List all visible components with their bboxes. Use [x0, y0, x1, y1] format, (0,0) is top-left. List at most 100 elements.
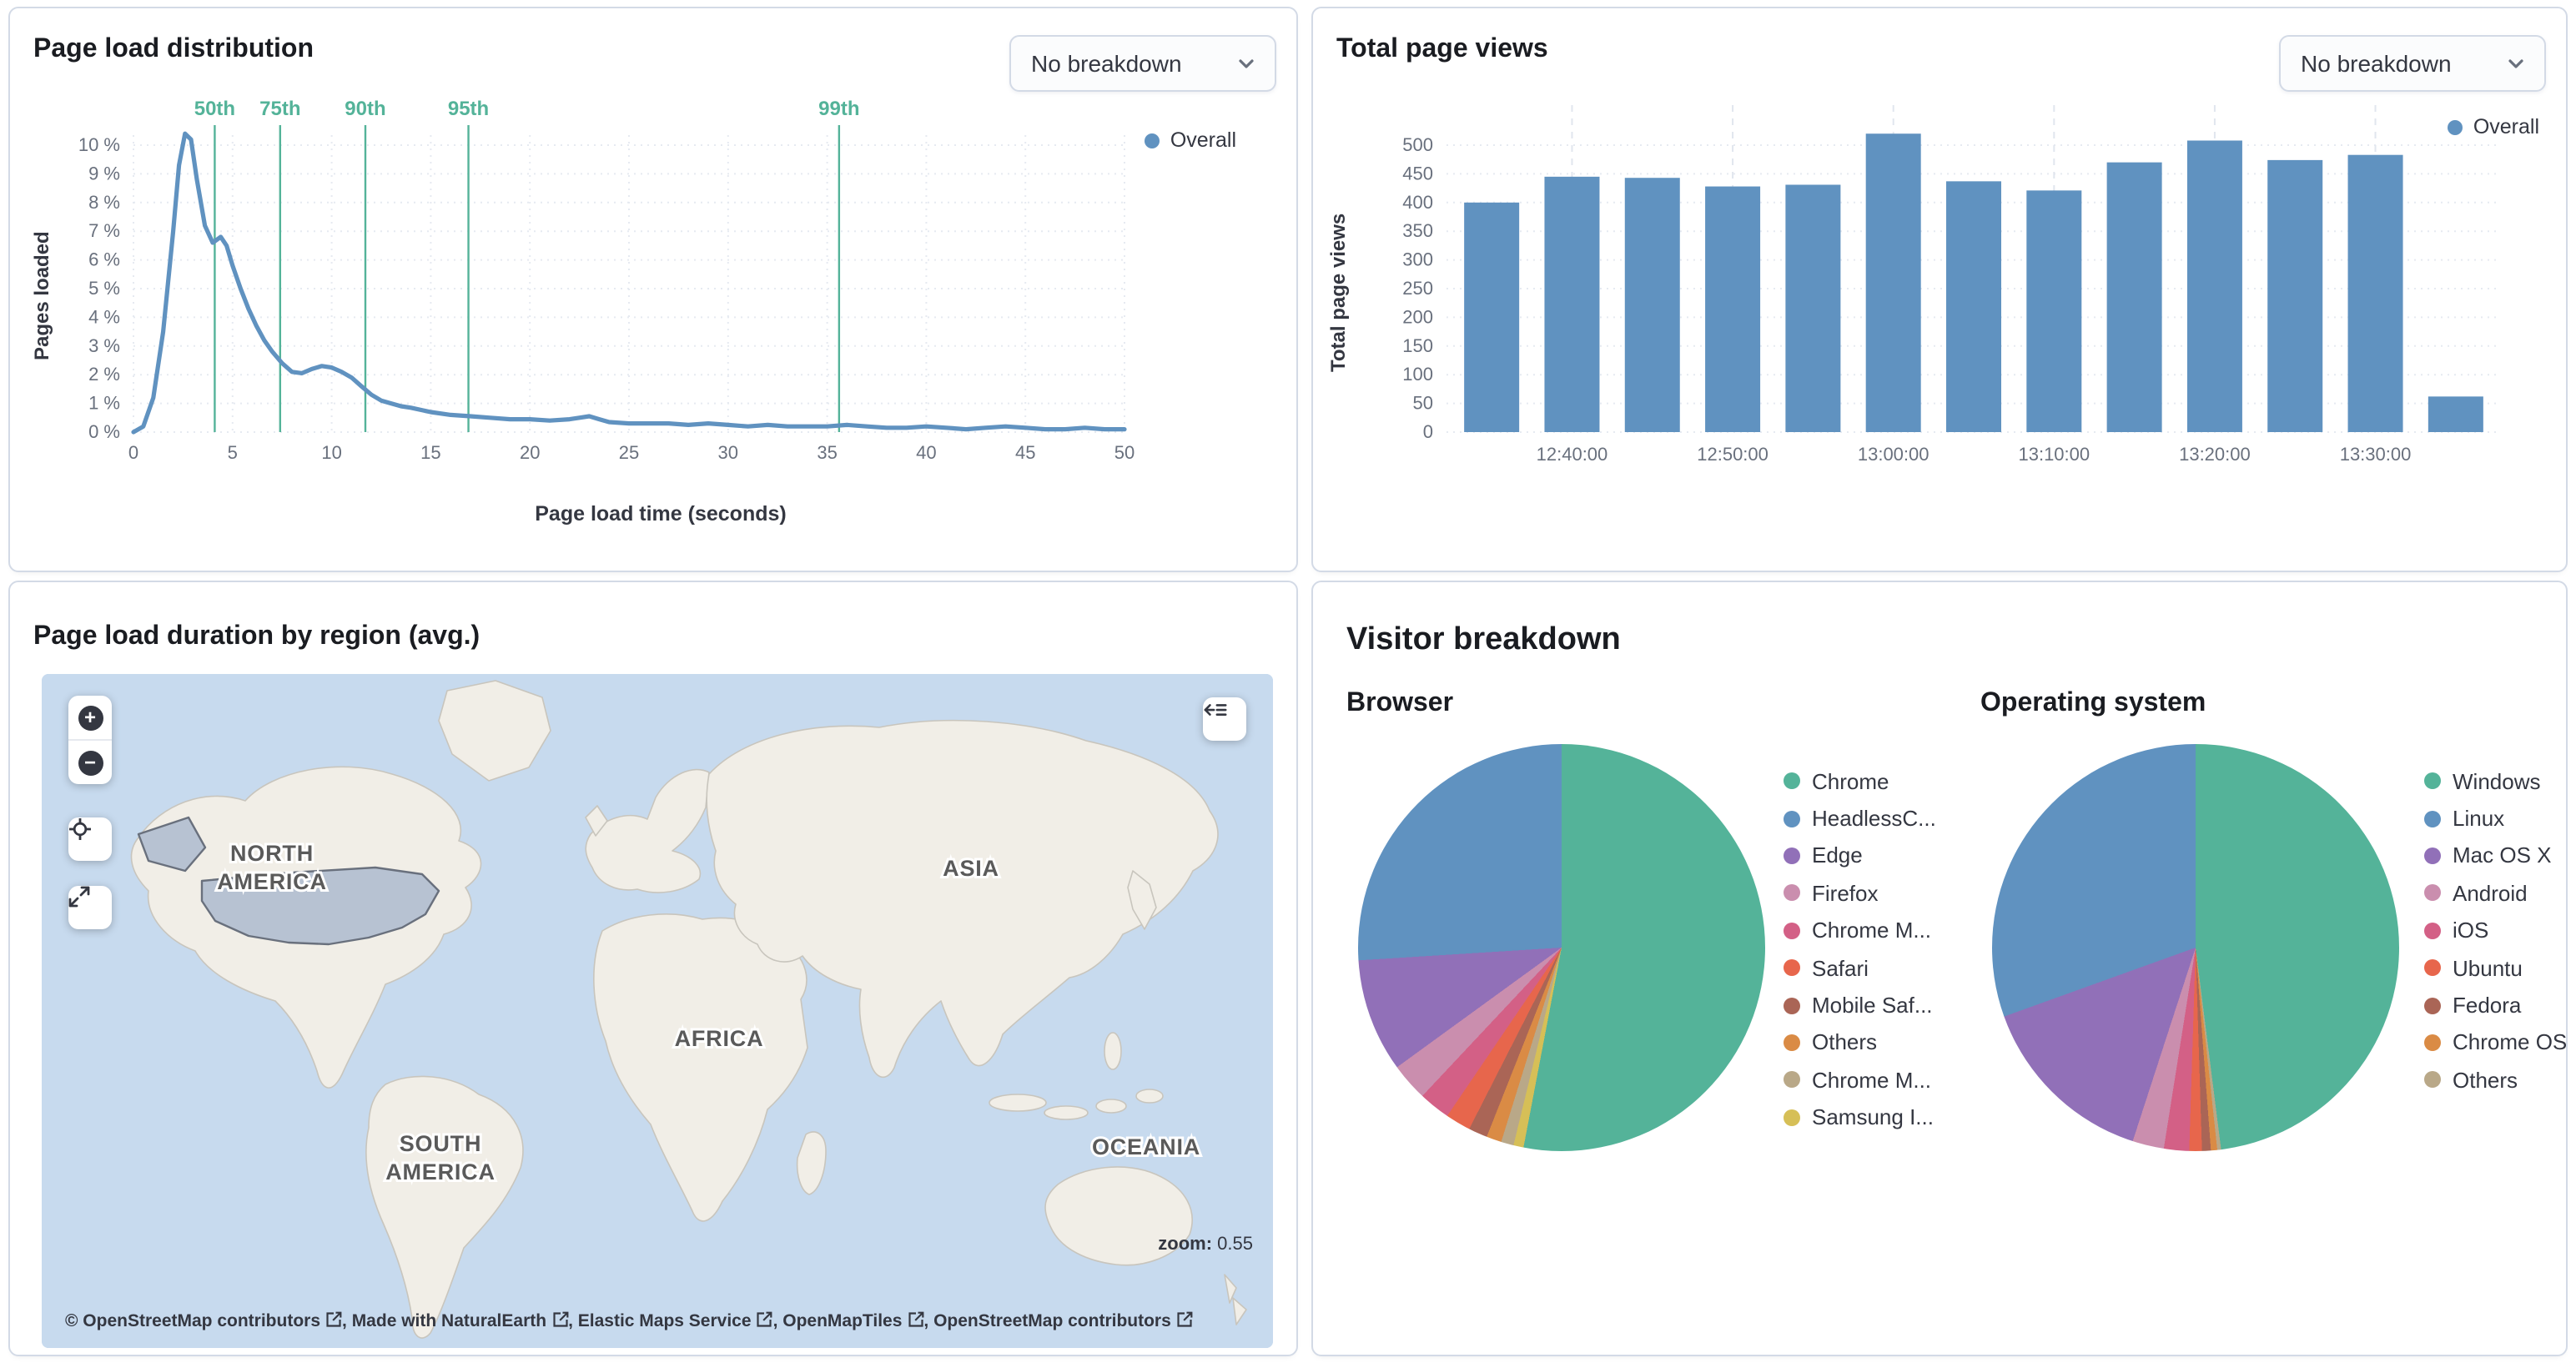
svg-text:12:50:00: 12:50:00 [1697, 444, 1768, 465]
external-link-icon [1177, 1311, 1193, 1327]
svg-text:20: 20 [520, 442, 540, 463]
united-kingdom [585, 805, 608, 837]
svg-text:99th: 99th [818, 98, 859, 120]
svg-text:2 %: 2 % [88, 364, 120, 385]
expand-map-button[interactable] [68, 886, 112, 929]
attribution-link[interactable]: Made with NaturalEarth [351, 1311, 547, 1332]
legend-label: Others [2453, 1067, 2518, 1093]
usa-contiguous [200, 866, 440, 946]
legend-swatch [1784, 997, 1800, 1014]
legend-label: Edge [1812, 842, 1863, 868]
expand-icon [68, 886, 90, 908]
svg-text:0: 0 [1423, 421, 1433, 442]
svg-text:10: 10 [321, 442, 341, 463]
legend-item[interactable]: Firefox [1784, 874, 1936, 912]
legend-swatch [1784, 1071, 1800, 1089]
y-axis-title: Pages loaded [30, 230, 53, 360]
set-view-button[interactable] [68, 817, 112, 861]
zoom-out-button[interactable]: − [68, 741, 112, 784]
legend-swatch [2448, 119, 2463, 134]
legend-item[interactable]: Others [2424, 1061, 2567, 1099]
legend-item[interactable]: Android [2424, 874, 2567, 912]
panel-total-page-views: Total page views No breakdown Overall To… [1311, 7, 2568, 572]
legend-label: Fedora [2453, 993, 2522, 1018]
chevron-down-icon [1239, 59, 1254, 68]
svg-text:25: 25 [619, 442, 639, 463]
crosshair-icon [69, 818, 91, 840]
plus-icon: + [78, 705, 103, 730]
svg-text:50: 50 [1114, 442, 1135, 463]
legend-label: Safari [1812, 955, 1869, 981]
legend-item[interactable]: Chrome M... [1784, 1061, 1936, 1099]
legend-label: iOS [2453, 918, 2489, 943]
svg-text:90th: 90th [345, 98, 385, 120]
legend-item[interactable]: Ubuntu [2424, 949, 2567, 987]
legend-label: Windows [2453, 768, 2541, 794]
y-axis-title: Total page views [1326, 212, 1350, 372]
legend-item[interactable]: Others [1784, 1024, 1936, 1061]
svg-text:OCEANIA: OCEANIA [1092, 1134, 1200, 1159]
attribution-link[interactable]: OpenStreetMap contributors [933, 1311, 1171, 1332]
legend-item[interactable]: Windows [2424, 762, 2567, 800]
legend-label: Firefox [1812, 880, 1879, 906]
svg-text:5: 5 [228, 442, 238, 463]
legend-item-overall[interactable]: Overall [2448, 115, 2539, 138]
legend-label: Chrome M... [1812, 918, 1932, 943]
page-load-distribution-chart[interactable]: 0 % 1 % 2 % 3 % 4 % 5 % 6 % 7 % 8 % 9 % 10 % 0 5 10 15… [57, 95, 1158, 495]
svg-text:150: 150 [1402, 335, 1433, 356]
europe [585, 768, 710, 893]
browser-pie-chart[interactable] [1358, 744, 1765, 1151]
chevron-down-icon [2508, 59, 2523, 68]
panel-page-load-distribution: Page load distribution No breakdown Over… [8, 7, 1298, 572]
total-page-views-chart[interactable]: 0 50 100 150 200 250 300 350 400 450 500 12:40:00 12… [1353, 92, 2521, 492]
legend-item[interactable]: Mobile Saf... [1784, 987, 1936, 1024]
svg-text:10 %: 10 % [78, 134, 120, 155]
svg-text:0: 0 [128, 442, 138, 463]
legend-item-overall[interactable]: Overall [1145, 128, 1236, 152]
external-link-icon [326, 1311, 342, 1327]
map-zoom-controls: + − [68, 696, 112, 784]
svg-text:4 %: 4 % [88, 306, 120, 327]
svg-text:6 %: 6 % [88, 249, 120, 270]
highlighted-region-united-states[interactable] [137, 816, 440, 946]
legend-swatch [1784, 922, 1800, 939]
legend-item[interactable]: Chrome [1784, 762, 1936, 800]
zoom-in-button[interactable]: + [68, 696, 112, 741]
legend-item[interactable]: Safari [1784, 949, 1936, 987]
legend-item[interactable]: HeadlessC... [1784, 800, 1936, 837]
zoom-indicator: zoom: 0.55 [1158, 1235, 1253, 1255]
map-legend-toggle-button[interactable] [1203, 697, 1246, 741]
legend-item[interactable]: iOS [2424, 912, 2567, 949]
indonesia [989, 1094, 1047, 1112]
legend-item[interactable]: Mac OS X [2424, 837, 2567, 875]
breakdown-select[interactable]: No breakdown [2279, 35, 2546, 92]
legend-item[interactable]: Chrome M... [1784, 912, 1936, 949]
svg-text:35: 35 [817, 442, 837, 463]
legend-item[interactable]: Fedora [2424, 987, 2567, 1024]
usa-alaska [137, 816, 207, 873]
legend-label: Overall [1170, 128, 1236, 152]
svg-text:40: 40 [916, 442, 936, 463]
legend-label: Overall [2473, 115, 2539, 138]
attribution-link[interactable]: OpenMapTiles [782, 1311, 903, 1332]
breakdown-select[interactable]: No breakdown [1009, 35, 1276, 92]
page-title: Visitor breakdown [1346, 622, 1621, 657]
svg-text:15: 15 [420, 442, 440, 463]
legend-item[interactable]: Linux [2424, 800, 2567, 837]
os-chart-title: Operating system [1980, 689, 2206, 717]
indonesia [1135, 1089, 1164, 1104]
map-canvas[interactable]: NORTH AMERICA ASIA AFRICA SOUTH AMERICA OCEANI… [42, 674, 1273, 1348]
legend-swatch [2424, 1071, 2441, 1089]
attribution-link[interactable]: © OpenStreetMap contributors [65, 1311, 320, 1332]
attribution-link[interactable]: Elastic Maps Service [577, 1311, 752, 1332]
legend-item[interactable]: Samsung I... [1784, 1099, 1936, 1136]
legend-item[interactable]: Chrome OS [2424, 1024, 2567, 1061]
world-map[interactable]: NORTH AMERICA ASIA AFRICA SOUTH AMERICA OCEANI… [42, 674, 1273, 1348]
madagascar [796, 1131, 827, 1195]
svg-text:95th: 95th [448, 98, 489, 120]
svg-text:12:40:00: 12:40:00 [1537, 444, 1608, 465]
panel-visitor-breakdown: Visitor breakdown Browser Operating syst… [1311, 581, 2568, 1356]
legend-item[interactable]: Edge [1784, 837, 1936, 875]
os-pie-chart[interactable] [1992, 744, 2399, 1151]
svg-text:8 %: 8 % [88, 192, 120, 213]
